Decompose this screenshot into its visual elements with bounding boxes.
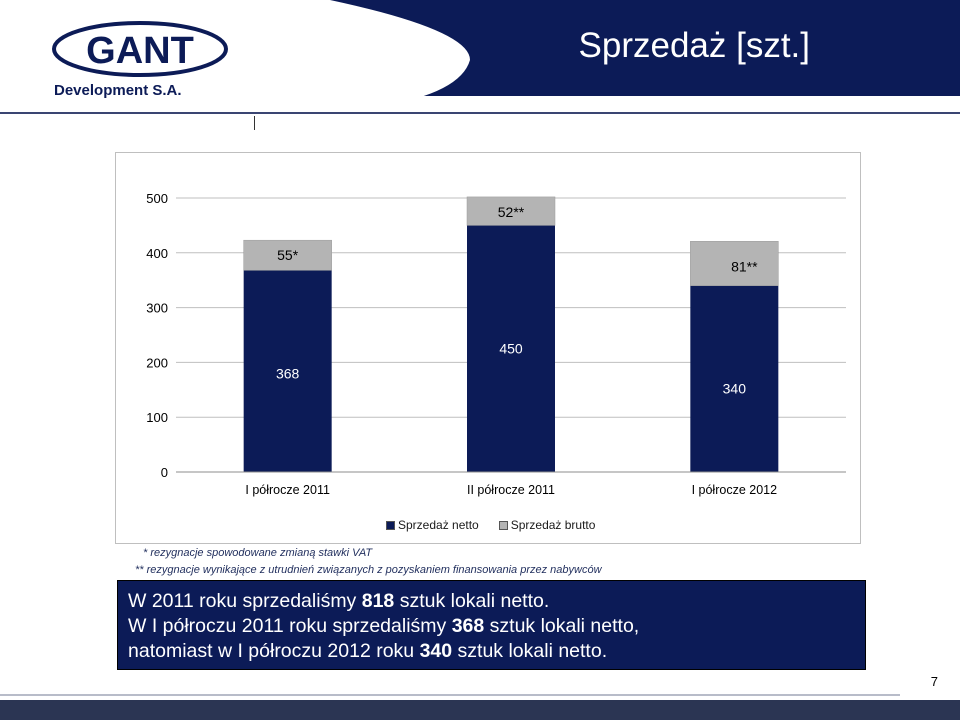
data-label: 450 [499, 340, 523, 356]
data-label: 55* [277, 247, 299, 263]
page-title: Sprzedaż [szt.] [578, 26, 810, 65]
summary-line-2-after: sztuk lokali netto, [484, 615, 640, 637]
legend-swatch-netto [386, 520, 395, 530]
bar-chart: 0 100 200 300 400 500 368 55* I półrocze 2011 450… [146, 191, 846, 497]
bar-segment [690, 285, 779, 472]
summary-line-3-bold: 340 [419, 640, 453, 662]
summary-line-1-bold: 818 [361, 590, 395, 612]
title-rule [254, 116, 255, 130]
header-white-wave [0, 0, 470, 112]
logo-ellipse [52, 21, 228, 77]
summary-box: W 2011 roku sprzedaliśmy 818 sztuk lokal… [117, 580, 866, 670]
chart-legend: Sprzedaż netto Sprzedaż brutto [386, 518, 595, 532]
bar-segment [243, 270, 332, 472]
y-tick-label: 200 [146, 355, 168, 370]
data-label: 340 [723, 381, 747, 397]
summary-line-3: natomiast w I półroczu 2012 roku 340 szt… [128, 639, 865, 664]
y-tick-label: 0 [161, 465, 168, 480]
bar-segment [243, 239, 332, 271]
summary-line-1-before: W 2011 roku sprzedaliśmy [128, 590, 362, 612]
summary-line-2-bold: 368 [451, 615, 485, 637]
bar-segment [467, 225, 555, 472]
bar-segment [466, 196, 556, 226]
legend-item-brutto: Sprzedaż brutto [498, 518, 596, 532]
page-number: 7 [930, 674, 938, 689]
summary-line-2-before: W I półroczu 2011 roku sprzedaliśmy [128, 615, 452, 637]
x-tick-label: I półrocze 2011 [245, 483, 330, 497]
y-tick-label: 300 [146, 301, 168, 316]
data-label: 81** [731, 258, 758, 274]
logo-text-sub: Development S.A. [54, 82, 182, 99]
legend-label-brutto: Sprzedaż brutto [510, 518, 596, 532]
summary-line-2: W I półroczu 2011 roku sprzedaliśmy 368 … [128, 614, 865, 639]
chart-frame: 0 100 200 300 400 500 368 55* I półrocze 2011 450… [115, 152, 861, 544]
legend-item-netto: Sprzedaż netto [386, 518, 479, 532]
x-tick-label: I półrocze 2012 [692, 483, 778, 497]
summary-line-1-after: sztuk lokali netto. [394, 590, 550, 612]
summary-line-3-before: natomiast w I półroczu 2012 roku [128, 640, 420, 662]
y-tick-label: 400 [146, 246, 168, 261]
footnote-vat: * rezygnacje spowodowane zmianą stawki V… [143, 547, 373, 559]
header-thin-line [0, 112, 960, 114]
y-tick-label: 500 [146, 191, 168, 206]
legend-label-netto: Sprzedaż netto [398, 518, 479, 532]
summary-line-3-after: sztuk lokali netto. [452, 640, 608, 662]
header-band [0, 0, 960, 114]
y-tick-label: 100 [146, 410, 168, 425]
footer-bar [0, 700, 960, 720]
data-label: 52** [498, 204, 525, 220]
footnote-financing: ** rezygnacje wynikające z utrudnień zwi… [135, 564, 602, 576]
logo-text-main: GANT [86, 30, 194, 72]
bar-segment [690, 241, 779, 286]
footer-line [0, 694, 900, 696]
x-tick-label: II półrocze 2011 [467, 483, 555, 497]
legend-swatch-brutto [498, 520, 508, 530]
data-label: 368 [276, 365, 300, 381]
company-logo: GANT Development S.A. [52, 21, 228, 99]
summary-line-1: W 2011 roku sprzedaliśmy 818 sztuk lokal… [128, 589, 865, 614]
